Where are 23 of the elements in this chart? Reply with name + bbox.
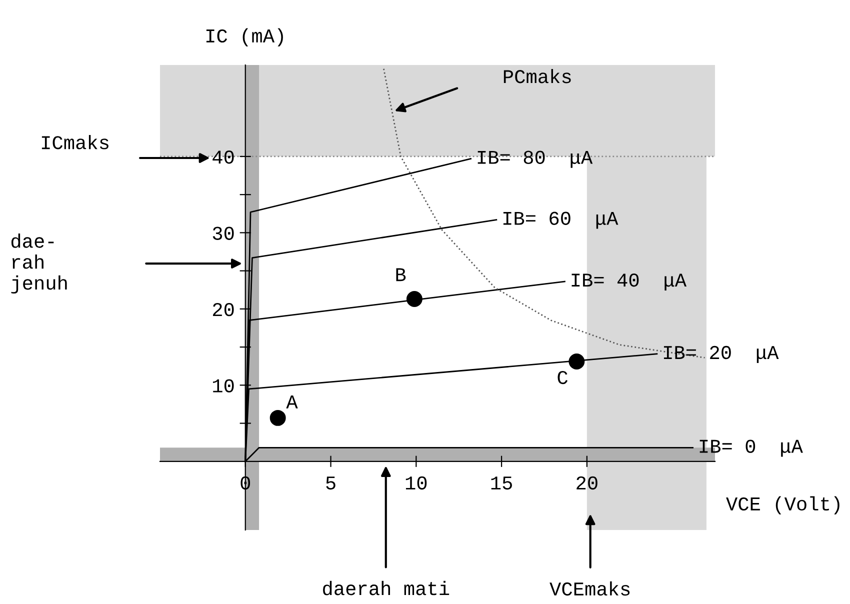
- series-label: IB= 0 μA: [700, 440, 803, 457]
- y-tick-label: 10: [213, 379, 234, 392]
- series-label: IB= 40 μA: [572, 274, 687, 291]
- annotation: B: [396, 268, 406, 282]
- annotation: VCEmaks: [550, 581, 630, 596]
- text: dae- rah jenuh: [11, 234, 67, 294]
- series-label: IB= 60 μA: [503, 212, 618, 229]
- x-tick-label: 20: [576, 476, 598, 490]
- text: daerah mati: [323, 580, 450, 596]
- annotation: PCmaks: [504, 68, 571, 84]
- x-tick-label: 5: [326, 476, 336, 490]
- x-tick-label: 10: [406, 476, 427, 490]
- annotation: C: [558, 370, 568, 384]
- x-tick-label: 15: [491, 476, 512, 490]
- series-label: IB= 80 μA: [478, 150, 593, 168]
- annotation: A: [286, 396, 298, 408]
- text: ICmaks: [42, 134, 108, 150]
- y-tick-label: 20: [212, 302, 234, 316]
- series-label: IB= 20 μA: [664, 346, 779, 363]
- y-tick-label: 40: [212, 150, 234, 164]
- y-axis-title: IC (mA): [206, 28, 283, 46]
- y-tick-label: 30: [212, 226, 234, 240]
- x-axis-title: VCE (Volt): [726, 496, 840, 514]
